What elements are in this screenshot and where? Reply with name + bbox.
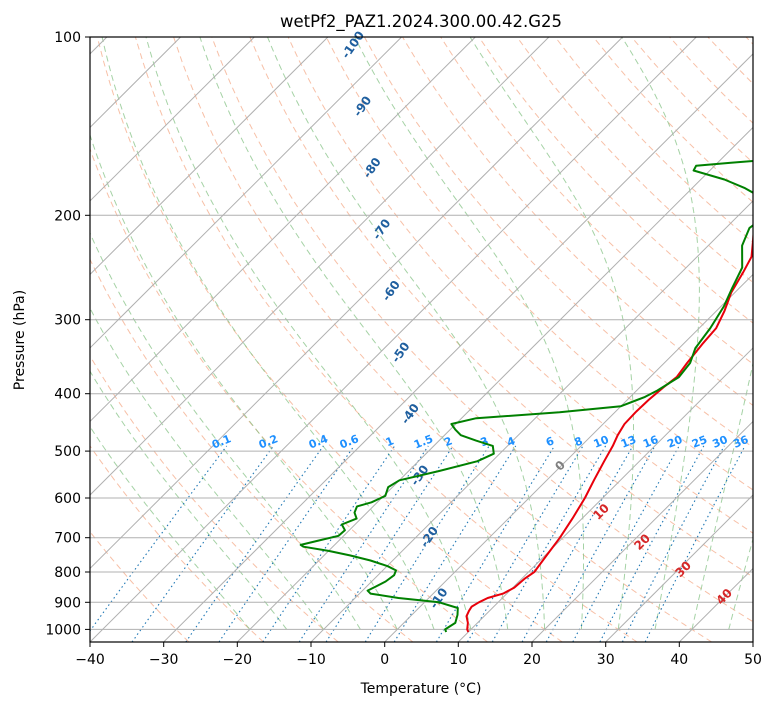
x-axis-ticks: −40 −30 −20 −10 0 10 20 30 40 50 xyxy=(75,642,762,668)
dry-adiabat xyxy=(516,37,753,284)
isotherm-line xyxy=(90,37,476,423)
isotherm-line xyxy=(605,494,753,642)
y-axis-title: Pressure (hPa) xyxy=(12,290,28,390)
plot-area xyxy=(90,37,753,642)
moist-adiabat xyxy=(90,231,361,630)
mixing-ratio-label: 20 xyxy=(665,433,684,451)
x-tick-label: −20 xyxy=(223,652,253,668)
mixing-ratio-label: 25 xyxy=(690,433,709,451)
x-tick-label: 30 xyxy=(597,652,615,668)
sounding-series xyxy=(299,159,753,633)
mixing-ratio-label: 3 xyxy=(479,434,491,449)
y-tick-label: 800 xyxy=(54,565,81,581)
mixing-ratio-line xyxy=(262,445,396,642)
isotherm-line xyxy=(90,37,550,496)
y-tick-label: 500 xyxy=(54,444,81,460)
mixing-ratio-line xyxy=(185,445,324,642)
dry-adiabat xyxy=(211,37,753,623)
y-axis-ticks: 100 200 300 400 500 600 700 800 900 1000 xyxy=(45,30,90,638)
moist-adiabat xyxy=(621,37,700,630)
chart-title: wetPf2_PAZ1.2024.300.00.42.G25 xyxy=(280,12,562,32)
isotherm-line xyxy=(90,37,329,276)
y-tick-label: 100 xyxy=(54,30,81,46)
mixing-ratio-line xyxy=(545,445,656,642)
x-tick-label: 40 xyxy=(670,652,688,668)
isotherm-line xyxy=(90,37,623,570)
x-tick-label: 10 xyxy=(449,652,467,668)
mixing-ratio-label: 8 xyxy=(573,434,585,449)
x-tick-label: 50 xyxy=(744,652,762,668)
isotherm-line xyxy=(90,37,255,202)
isotherm-line xyxy=(384,273,753,642)
y-tick-label: 700 xyxy=(54,531,81,547)
moist-adiabat xyxy=(101,37,435,630)
isotherm-line xyxy=(531,420,753,642)
dry-adiabat xyxy=(249,37,753,578)
x-tick-label: −40 xyxy=(75,652,105,668)
isotherm-line xyxy=(163,53,753,642)
moist-adiabat xyxy=(90,133,398,630)
grid-lines xyxy=(90,37,753,642)
mixing-ratio-label: 10 xyxy=(592,433,611,451)
isotherm-line xyxy=(236,126,753,642)
x-axis-title: Temperature (°C) xyxy=(360,681,482,697)
moist-adiabat xyxy=(267,37,546,630)
x-tick-label: −10 xyxy=(296,652,326,668)
moist-adiabat xyxy=(90,425,251,630)
y-tick-label: 1000 xyxy=(45,622,81,638)
dry-adiabat xyxy=(287,37,753,534)
y-tick-label: 600 xyxy=(54,491,81,507)
dry-adiabat xyxy=(96,37,563,642)
y-tick-label: 900 xyxy=(54,595,81,611)
isotherm-line xyxy=(90,37,402,349)
isotherm-line xyxy=(310,200,753,642)
dry-adiabat xyxy=(90,445,264,642)
mixing-ratio-line xyxy=(521,445,634,642)
x-tick-label: 0 xyxy=(380,652,389,668)
mixing-ratio-line xyxy=(491,445,607,642)
y-tick-label: 200 xyxy=(54,208,81,224)
mixing-ratio-label: 2 xyxy=(442,434,454,449)
mixing-ratio-line xyxy=(364,445,490,642)
y-tick-label: 300 xyxy=(54,313,81,329)
moist-adiabat xyxy=(90,307,324,630)
x-tick-label: −30 xyxy=(149,652,179,668)
moist-adiabat xyxy=(691,361,753,630)
mixing-ratio-label: 1 xyxy=(384,434,396,449)
plot-frame xyxy=(89,36,754,643)
dewpoint-profile-line xyxy=(299,159,753,633)
mixing-ratio-line xyxy=(298,445,429,642)
y-tick-label: 400 xyxy=(54,387,81,403)
mixing-ratio-line xyxy=(572,445,680,642)
x-tick-label: 20 xyxy=(523,652,541,668)
dry-adiabat xyxy=(325,37,753,491)
moist-adiabat xyxy=(728,537,753,630)
dry-adiabat xyxy=(173,37,712,642)
moist-adiabat xyxy=(90,370,288,630)
moist-adiabat xyxy=(354,37,584,630)
mixing-ratio-line xyxy=(435,445,555,642)
mixing-ratio-label: 13 xyxy=(619,433,638,451)
isotherm-line xyxy=(752,641,753,642)
moist-adiabat xyxy=(469,37,634,630)
moist-adiabat xyxy=(145,37,472,630)
isotherm-line xyxy=(90,37,697,642)
mixing-ratio-line xyxy=(467,445,584,642)
moist-adiabat xyxy=(199,37,509,630)
isotherm-line xyxy=(457,347,753,642)
mixing-ratio-label: 36 xyxy=(731,433,750,451)
dry-adiabat xyxy=(134,37,638,642)
dry-adiabat xyxy=(90,258,414,642)
mixing-ratio-label: 30 xyxy=(711,433,730,451)
mixing-ratio-label: 16 xyxy=(641,433,660,451)
